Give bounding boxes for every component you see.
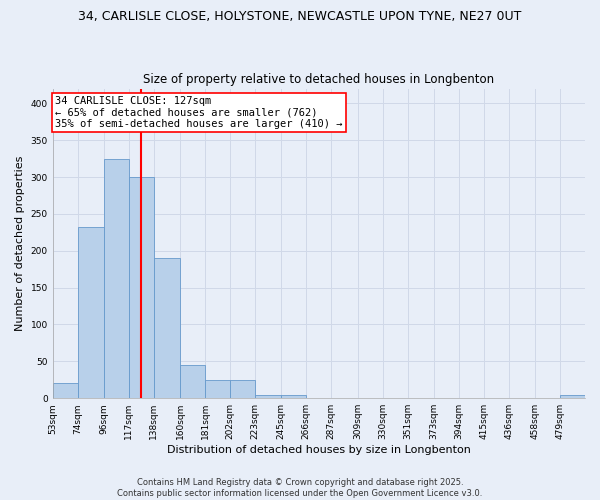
Bar (104, 158, 129, 398)
Text: 34 CARLISLE CLOSE: 127sqm
← 65% of detached houses are smaller (762)
35% of semi: 34 CARLISLE CLOSE: 127sqm ← 65% of detac… (55, 96, 343, 129)
Bar (129, 177, 154, 398)
Text: Contains HM Land Registry data © Crown copyright and database right 2025.
Contai: Contains HM Land Registry data © Crown c… (118, 478, 482, 498)
Bar (77, 227, 104, 398)
Title: Size of property relative to detached houses in Longbenton: Size of property relative to detached ho… (143, 73, 494, 86)
Bar (154, 258, 180, 398)
Bar (281, 394, 307, 398)
X-axis label: Distribution of detached houses by size in Longbenton: Distribution of detached houses by size … (167, 445, 471, 455)
Bar (180, 365, 205, 398)
Bar (230, 380, 255, 398)
Bar (560, 394, 585, 398)
Bar (53, 384, 77, 398)
Text: 34, CARLISLE CLOSE, HOLYSTONE, NEWCASTLE UPON TYNE, NE27 0UT: 34, CARLISLE CLOSE, HOLYSTONE, NEWCASTLE… (79, 10, 521, 23)
Bar (205, 380, 230, 398)
Y-axis label: Number of detached properties: Number of detached properties (15, 156, 25, 331)
Bar (255, 394, 281, 398)
